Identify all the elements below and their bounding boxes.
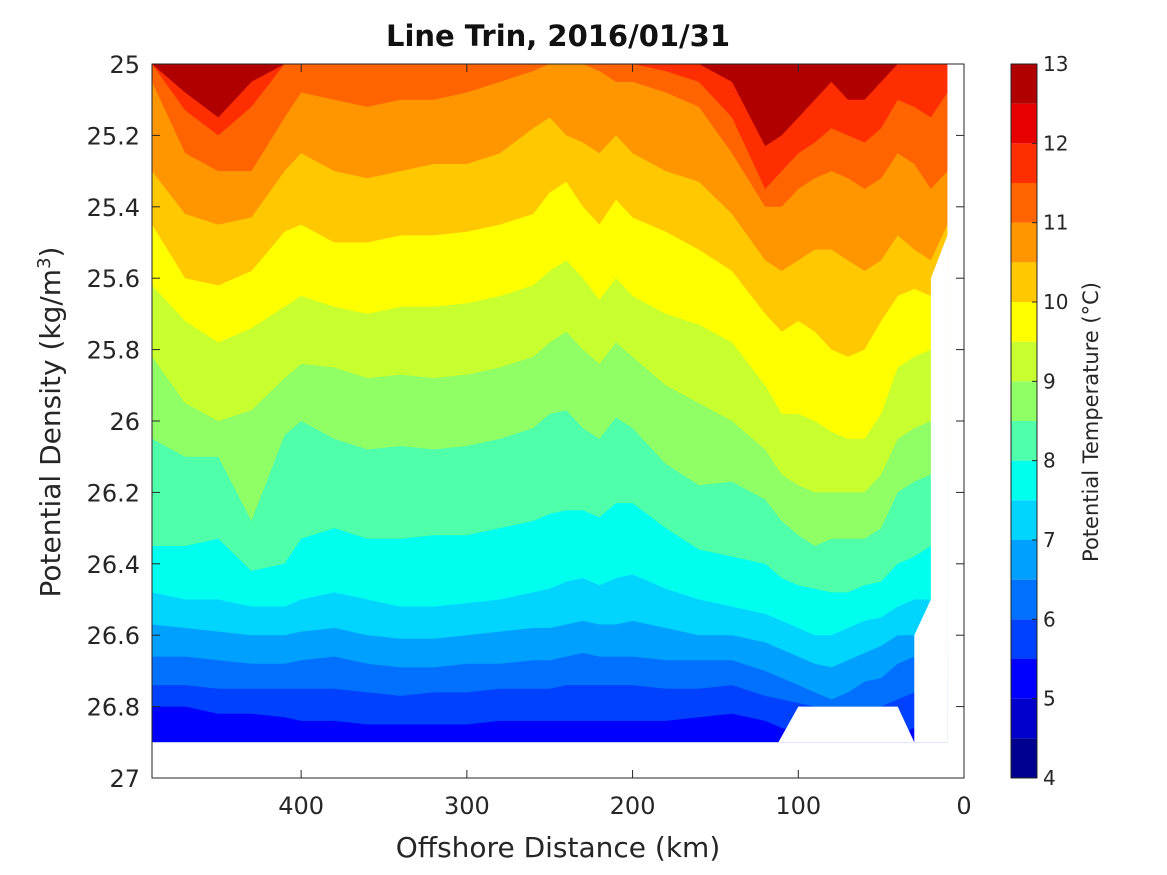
colorbar-tick-label: 9 bbox=[1043, 369, 1056, 393]
y-tick-label: 25.8 bbox=[87, 337, 140, 365]
colorbar-segment bbox=[1011, 143, 1037, 183]
y-tick-label: 25.4 bbox=[87, 194, 140, 222]
colorbar-segment bbox=[1011, 183, 1037, 223]
y-tick-label: 26.8 bbox=[87, 694, 140, 722]
colorbar-tick-label: 12 bbox=[1043, 131, 1068, 155]
colorbar-segment bbox=[1011, 698, 1037, 739]
colorbar-tick-label: 4 bbox=[1043, 766, 1056, 790]
y-tick-label: 26.4 bbox=[87, 551, 140, 579]
y-tick-label: 25.6 bbox=[87, 265, 140, 293]
y-axis-label-main: Potential Density (kg/m bbox=[34, 269, 67, 598]
y-tick-label: 27 bbox=[109, 765, 140, 793]
colorbar-segment bbox=[1011, 302, 1037, 342]
colorbar-segment bbox=[1011, 659, 1037, 699]
x-axis-label: Offshore Distance (km) bbox=[396, 831, 721, 864]
contour-band-5-5 bbox=[152, 706, 948, 743]
colorbar-segment bbox=[1011, 500, 1037, 540]
y-axis-label-close: ) bbox=[34, 247, 67, 258]
x-tick-label: 100 bbox=[775, 792, 821, 820]
y-axis-label-sup: 3 bbox=[34, 257, 55, 268]
y-tick-label: 26.2 bbox=[87, 479, 140, 507]
colorbar-segment bbox=[1011, 738, 1037, 778]
colorbar-tick-label: 6 bbox=[1043, 607, 1056, 631]
no-data-masks bbox=[152, 64, 964, 778]
colorbar-tick-label: 8 bbox=[1043, 449, 1056, 473]
colorbar-segment bbox=[1011, 341, 1037, 382]
y-tick-label: 25.2 bbox=[87, 122, 140, 150]
no-data-mask-4 bbox=[778, 706, 915, 743]
x-tick-label: 400 bbox=[278, 792, 324, 820]
x-tick-label: 300 bbox=[444, 792, 490, 820]
colorbar-tick-label: 13 bbox=[1043, 52, 1068, 76]
x-axis: 400 300 200 100 0 bbox=[278, 64, 972, 820]
colorbar: 4 5 6 7 8 9 10 11 12 13 bbox=[1010, 52, 1068, 790]
colorbar-tick-label: 10 bbox=[1043, 290, 1068, 314]
colorbar-segment bbox=[1011, 421, 1037, 461]
colorbar-segment bbox=[1011, 460, 1037, 501]
y-axis-label: Potential Density (kg/m3) bbox=[34, 247, 68, 598]
x-tick-label: 200 bbox=[610, 792, 656, 820]
colorbar-tick-label: 5 bbox=[1043, 687, 1056, 711]
no-data-mask-1 bbox=[152, 742, 964, 778]
x-tick-label: 0 bbox=[956, 792, 971, 820]
colorbar-segment bbox=[1011, 103, 1037, 144]
colorbar-segment bbox=[1011, 619, 1037, 659]
y-tick-label: 26 bbox=[109, 408, 140, 436]
colorbar-segment bbox=[1011, 222, 1037, 263]
colorbar-tick-label: 11 bbox=[1043, 211, 1068, 235]
y-tick-label: 26.6 bbox=[87, 622, 140, 650]
colorbar-segment bbox=[1011, 579, 1037, 620]
no-data-mask-2 bbox=[947, 64, 964, 778]
colorbar-label: Potential Temperature (°C) bbox=[1079, 282, 1103, 562]
colorbar-tick-label: 7 bbox=[1043, 528, 1056, 552]
colorbar-segment bbox=[1011, 381, 1037, 421]
y-tick-label: 25 bbox=[109, 51, 140, 79]
colorbar-frame bbox=[1010, 63, 1038, 779]
no-data-mask-3 bbox=[914, 235, 948, 743]
y-axis: 25 25.2 25.4 25.6 25.8 26 26.2 26.4 26.6 26.8 27 bbox=[87, 51, 964, 793]
colorbar-segment bbox=[1011, 262, 1037, 302]
colorbar-segment bbox=[1011, 64, 1037, 104]
colorbar-segment bbox=[1011, 540, 1037, 580]
chart-title: Line Trin, 2016/01/31 bbox=[386, 19, 730, 53]
contour-bands bbox=[152, 64, 948, 743]
